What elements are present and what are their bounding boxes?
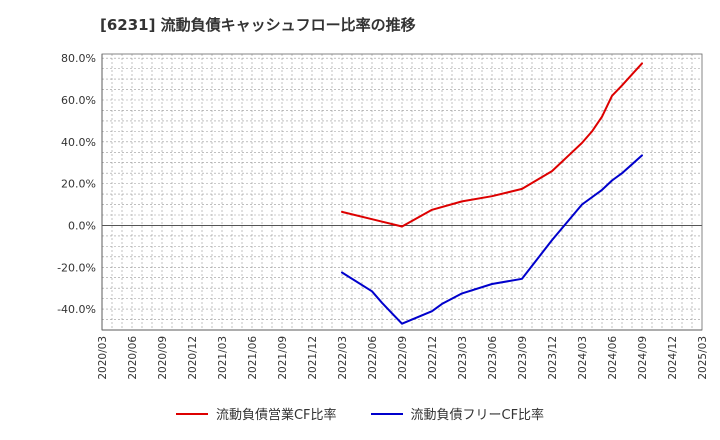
x-tick-label: 2020/09 [157, 336, 169, 380]
legend-label-free-cf: 流動負債フリーCF比率 [410, 408, 545, 423]
x-tick-label: 2022/03 [337, 336, 349, 380]
legend-label-operating-cf: 流動負債営業CF比率 [215, 408, 337, 423]
x-tick-labels: 2020/03 2020/06 2020/09 2020/12 2021/03 2021/… [97, 336, 709, 380]
grid-lines [102, 54, 702, 330]
x-tick-label: 2020/06 [127, 336, 139, 380]
y-tick-label: -20.0% [57, 261, 96, 274]
y-tick-label: 60.0% [61, 94, 96, 107]
x-tick-label: 2024/06 [607, 336, 619, 380]
x-tick-label: 2023/12 [547, 336, 559, 380]
series-layer [341, 62, 643, 325]
x-tick-label: 2023/06 [487, 336, 499, 380]
y-tick-label: 0.0% [68, 219, 96, 232]
x-tick-label: 2022/12 [427, 336, 439, 380]
x-tick-label: 2024/09 [637, 336, 649, 380]
chart-title: [6231] 流動負債キャッシュフロー比率の推移 [100, 16, 416, 34]
legend-swatch-blue [370, 412, 403, 415]
y-tick-label: 20.0% [61, 178, 96, 191]
legend-item-free-cf: 流動負債フリーCF比率 [370, 404, 545, 423]
series-line-free-cf [341, 154, 643, 325]
y-tick-label: 40.0% [61, 136, 96, 149]
x-tick-label: 2023/03 [457, 336, 469, 380]
x-tick-label: 2025/03 [697, 336, 709, 380]
x-tick-label: 2021/12 [307, 336, 319, 380]
x-tick-label: 2023/09 [517, 336, 529, 380]
x-tick-label: 2021/03 [217, 336, 229, 380]
x-tick-label: 2020/03 [97, 336, 109, 380]
x-tick-label: 2021/09 [277, 336, 289, 380]
y-tick-label: 80.0% [61, 52, 96, 65]
y-tick-labels: -40.0% -20.0% 0.0% 20.0% 40.0% 60.0% 80.0% [57, 52, 96, 316]
x-tick-label: 2024/03 [577, 336, 589, 380]
x-tick-label: 2020/12 [187, 336, 199, 380]
plot-border [101, 53, 703, 331]
legend-swatch-red [175, 412, 208, 415]
legend-item-operating-cf: 流動負債営業CF比率 [175, 404, 337, 423]
x-tick-label: 2021/06 [247, 336, 259, 380]
legend: 流動負債営業CF比率 流動負債フリーCF比率 [0, 404, 720, 423]
y-tick-label: -40.0% [57, 303, 96, 316]
x-tick-label: 2024/12 [667, 336, 679, 380]
x-tick-label: 2022/09 [397, 336, 409, 380]
x-tick-label: 2022/06 [367, 336, 379, 380]
series-line-operating-cf [341, 62, 643, 228]
